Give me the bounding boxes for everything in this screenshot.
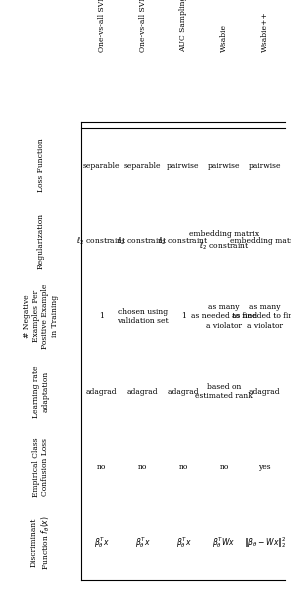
- Text: Wsabie: Wsabie: [220, 24, 228, 52]
- Text: # Negative
Examples Per
Positive Example
in Training: # Negative Examples Per Positive Example…: [23, 284, 58, 349]
- Text: Loss Function: Loss Function: [37, 139, 45, 193]
- Text: pairwise: pairwise: [249, 162, 281, 170]
- Text: 1: 1: [181, 312, 186, 320]
- Text: $\beta_\theta^T x$: $\beta_\theta^T x$: [175, 535, 191, 550]
- Text: adagrad: adagrad: [86, 388, 118, 396]
- Text: 1: 1: [100, 312, 104, 320]
- Text: chosen using
validation set: chosen using validation set: [117, 308, 168, 325]
- Text: One-vs-all SVMs 1+1-: One-vs-all SVMs 1+1-: [98, 0, 106, 52]
- Text: AUC Sampling: AUC Sampling: [179, 0, 187, 52]
- Text: $\beta_\theta^T x$: $\beta_\theta^T x$: [135, 535, 150, 550]
- Text: $\ell_2$ constraint: $\ell_2$ constraint: [117, 235, 168, 247]
- Text: no: no: [179, 463, 188, 471]
- Text: embedding matrix: embedding matrix: [230, 237, 291, 245]
- Text: $\beta_\theta^T Wx$: $\beta_\theta^T Wx$: [212, 535, 236, 550]
- Text: separable: separable: [83, 162, 120, 170]
- Text: yes: yes: [258, 463, 271, 471]
- Text: pairwise: pairwise: [208, 162, 240, 170]
- Text: Discriminant
Function $f_\theta(x)$: Discriminant Function $f_\theta(x)$: [30, 515, 52, 570]
- Text: as many
as needed to find
a violator: as many as needed to find a violator: [191, 303, 257, 330]
- Text: adagrad: adagrad: [168, 388, 199, 396]
- Text: no: no: [138, 463, 147, 471]
- Text: no: no: [97, 463, 107, 471]
- Text: separable: separable: [124, 162, 161, 170]
- Text: Learning rate
adaptation: Learning rate adaptation: [32, 365, 49, 418]
- Text: adagrad: adagrad: [127, 388, 158, 396]
- Text: embedding matrix
$\ell_2$ constraint: embedding matrix $\ell_2$ constraint: [189, 230, 259, 252]
- Text: $\beta_\theta^T x$: $\beta_\theta^T x$: [94, 535, 110, 550]
- Text: no: no: [219, 463, 229, 471]
- Text: pairwise: pairwise: [167, 162, 200, 170]
- Text: Wsabie++: Wsabie++: [261, 12, 269, 52]
- Text: $\ell_2$ constraint: $\ell_2$ constraint: [77, 235, 127, 247]
- Text: Regularization: Regularization: [37, 213, 45, 269]
- Text: One-vs-all SVMs: One-vs-all SVMs: [139, 0, 147, 52]
- Text: as many
as needed to find
a violator: as many as needed to find a violator: [232, 303, 291, 330]
- Text: $\|\beta_\theta - Wx\|_2^2$: $\|\beta_\theta - Wx\|_2^2$: [244, 535, 286, 550]
- Text: based on
estimated rank: based on estimated rank: [195, 383, 253, 400]
- Text: adagrad: adagrad: [249, 388, 281, 396]
- Text: $\ell_2$ constraint: $\ell_2$ constraint: [158, 235, 209, 247]
- Text: Empirical Class
Confusion Loss: Empirical Class Confusion Loss: [32, 437, 49, 497]
